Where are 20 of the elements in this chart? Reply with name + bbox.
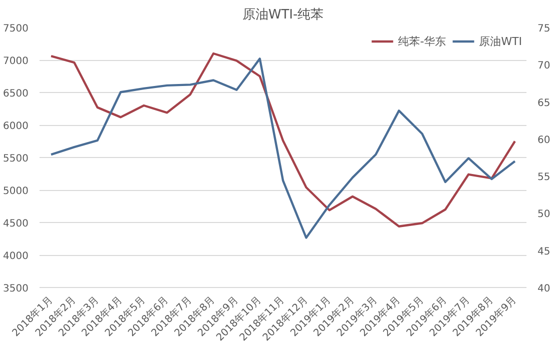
legend-label: 原油WTI bbox=[479, 34, 522, 48]
y-tick-label: 3500 bbox=[3, 284, 29, 294]
y2-tick-label: 40 bbox=[538, 284, 550, 294]
y-tick-label: 4500 bbox=[3, 218, 29, 230]
y2-tick-label: 55 bbox=[538, 172, 550, 184]
y-tick-label: 5500 bbox=[3, 154, 29, 164]
y-tick-label: 4000 bbox=[3, 251, 29, 262]
y-tick-label: 6500 bbox=[3, 88, 29, 100]
chart-title: 原油WTI-纯苯 bbox=[242, 8, 324, 22]
y2-tick-label: 70 bbox=[538, 60, 550, 72]
y-tick-label: 5000 bbox=[3, 186, 29, 197]
y-tick-label: 6000 bbox=[3, 121, 29, 132]
legend-label: 纯苯-华东 bbox=[398, 34, 446, 48]
y2-tick-label: 45 bbox=[538, 246, 550, 258]
y-tick-label: 7500 bbox=[3, 24, 29, 34]
y2-tick-label: 65 bbox=[538, 98, 550, 109]
y2-tick-label: 60 bbox=[538, 134, 550, 146]
y-tick-label: 7000 bbox=[3, 56, 29, 67]
y2-tick-label: 50 bbox=[538, 209, 550, 220]
y2-tick-label: 75 bbox=[538, 24, 550, 34]
